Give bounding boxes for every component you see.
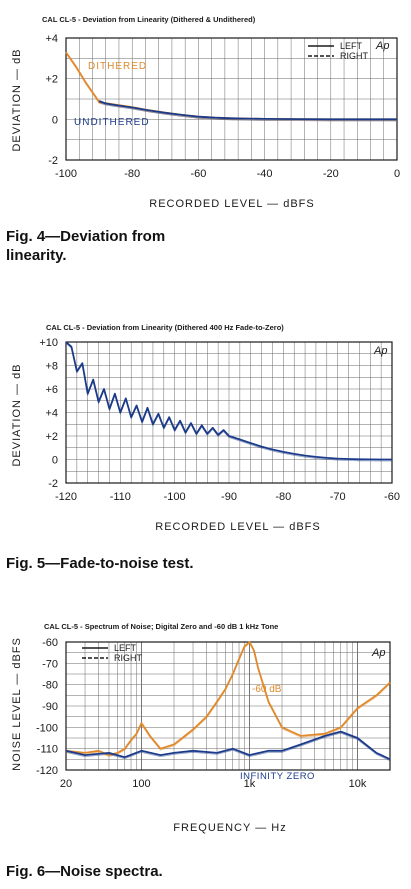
60-db-series-second-channel xyxy=(65,642,391,758)
figure-4: CAL CL-5 - Deviation from Linearity (Dit… xyxy=(0,0,411,210)
y-tick-label: -2 xyxy=(48,155,58,167)
infinity-zero-series-second-channel xyxy=(65,732,391,762)
y-tick-label: -60 xyxy=(42,637,58,649)
x-tick-label: -110 xyxy=(110,491,131,503)
x-tick-label: -120 xyxy=(55,491,77,503)
infinity-zero-annotation: INFINITY ZERO xyxy=(240,771,315,782)
legend-left-label: LEFT xyxy=(340,41,363,51)
x-tick-label: -90 xyxy=(221,491,237,503)
undithered-series-second-channel xyxy=(98,102,397,122)
legend-right-label: RIGHT xyxy=(340,51,369,61)
x-tick-label: 1k xyxy=(244,778,256,790)
x-tick-label: -100 xyxy=(55,168,77,180)
x-axis-label: RECORDED LEVEL — dBFS xyxy=(155,521,320,533)
y-tick-label: -120 xyxy=(36,765,58,777)
chart-title: CAL CL-5 - Deviation from Linearity (Dit… xyxy=(42,15,256,24)
x-tick-label: -40 xyxy=(257,168,273,180)
x-axis-label: FREQUENCY — Hz xyxy=(173,822,286,834)
infinity-zero-series xyxy=(65,730,391,761)
figure-6: CAL CL-5 - Spectrum of Noise; Digital Ze… xyxy=(0,616,411,844)
x-tick-label: -70 xyxy=(330,491,346,503)
deviation-linearity-chart: CAL CL-5 - Deviation from Linearity (Dit… xyxy=(11,15,400,210)
plot-frame xyxy=(65,37,398,161)
y-tick-label: +10 xyxy=(39,337,58,349)
noise-spectra-chart: CAL CL-5 - Spectrum of Noise; Digital Ze… xyxy=(11,622,391,834)
y-axis-label: NOISE LEVEL — dBFS xyxy=(11,637,23,771)
caption-line: linearity. xyxy=(6,247,67,264)
legend-left-label: LEFT xyxy=(114,643,137,653)
y-tick-label: +8 xyxy=(45,361,58,373)
y-tick-label: +2 xyxy=(45,431,58,443)
x-tick-label: -60 xyxy=(190,168,206,180)
y-tick-label: -100 xyxy=(36,722,58,734)
x-axis-label: RECORDED LEVEL — dBFS xyxy=(149,198,314,210)
caption-line: Fig. 5—Fade-to-noise test. xyxy=(6,555,194,572)
x-tick-label: 10k xyxy=(349,778,367,790)
y-tick-label: -110 xyxy=(37,744,58,756)
tone-annotation: -60 dB xyxy=(252,684,282,695)
x-tick-label: -100 xyxy=(164,491,186,503)
fade-to-zero-chart: CAL CL-5 - Deviation from Linearity (Dit… xyxy=(11,323,400,533)
y-tick-label: +2 xyxy=(45,74,58,86)
x-tick-label: -80 xyxy=(275,491,291,503)
ap-logo: Ap xyxy=(373,345,387,357)
y-axis-label: DEVIATION — dB xyxy=(11,363,23,466)
y-tick-label: -2 xyxy=(48,478,58,490)
caption-line: Fig. 6—Noise spectra. xyxy=(6,863,163,880)
data-series-second-channel xyxy=(65,343,392,462)
x-tick-label: -80 xyxy=(124,168,140,180)
ap-logo: Ap xyxy=(371,647,385,659)
undithered-annotation: UNDITHERED xyxy=(74,117,150,128)
undithered-series xyxy=(98,100,397,121)
plot-frame xyxy=(65,341,393,484)
y-tick-label: +6 xyxy=(45,384,58,396)
y-tick-label: -80 xyxy=(42,680,58,692)
chart-title: CAL CL-5 - Spectrum of Noise; Digital Ze… xyxy=(44,622,278,631)
x-tick-label: 20 xyxy=(60,778,72,790)
y-tick-label: +4 xyxy=(45,33,58,45)
chart-title: CAL CL-5 - Deviation from Linearity (Dit… xyxy=(46,323,284,332)
figure-6-caption: Fig. 6—Noise spectra. xyxy=(6,862,163,881)
caption-line: Fig. 4—Deviation from xyxy=(6,228,166,245)
ap-logo: Ap xyxy=(375,40,389,52)
x-tick-label: 100 xyxy=(132,778,150,790)
60-db-series xyxy=(65,641,391,756)
plot-frame xyxy=(65,641,391,771)
y-axis-label: DEVIATION — dB xyxy=(11,48,23,151)
y-tick-label: 0 xyxy=(52,114,58,126)
y-tick-label: -90 xyxy=(42,701,58,713)
y-tick-label: -70 xyxy=(42,658,58,670)
dithered-annotation: DITHERED xyxy=(88,61,147,72)
legend-right-label: RIGHT xyxy=(114,653,143,663)
figure-5-caption: Fig. 5—Fade-to-noise test. xyxy=(6,554,194,573)
x-tick-label: -20 xyxy=(323,168,339,180)
y-tick-label: 0 xyxy=(52,455,58,467)
x-tick-label: -60 xyxy=(384,491,400,503)
figure-5: CAL CL-5 - Deviation from Linearity (Dit… xyxy=(0,315,411,547)
x-tick-label: 0 xyxy=(394,168,400,180)
y-tick-label: +4 xyxy=(45,408,58,420)
figure-4-caption: Fig. 4—Deviation from linearity. xyxy=(6,227,165,265)
